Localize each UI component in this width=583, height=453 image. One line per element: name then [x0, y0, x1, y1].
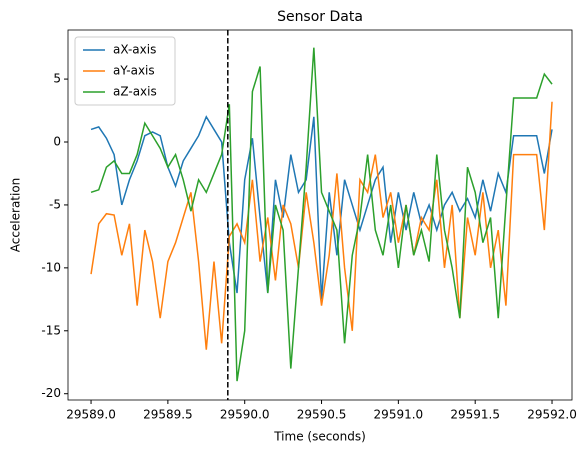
series-line [90, 115, 553, 300]
legend-box [74, 36, 176, 106]
x-tick-label: 29589.5 [143, 408, 193, 422]
x-axis-label: Time (seconds) [273, 430, 366, 444]
legend-label: aZ-axis [113, 85, 157, 99]
x-tick-label: 29592.0 [527, 408, 577, 422]
x-tick-label: 29589.0 [66, 408, 116, 422]
chart-title: Sensor Data [277, 9, 363, 25]
y-tick-label: -20 [41, 386, 61, 400]
x-tick-label: 29591.5 [450, 408, 500, 422]
y-tick-label: 5 [53, 72, 61, 86]
series-line [90, 101, 553, 350]
series-line [90, 47, 553, 382]
x-tick-label: 29590.0 [220, 408, 270, 422]
x-tick-label: 29590.5 [297, 408, 347, 422]
axes-frame [67, 29, 573, 401]
legend-label: aY-axis [113, 64, 155, 78]
y-tick-label: -5 [49, 197, 61, 211]
legend-label: aX-axis [113, 43, 156, 57]
x-tick-label: 29591.0 [374, 408, 424, 422]
y-tick-label: 0 [53, 135, 61, 149]
y-axis-label: Acceleration [9, 178, 23, 253]
y-tick-label: -10 [41, 260, 61, 274]
y-tick-label: -15 [41, 323, 61, 337]
